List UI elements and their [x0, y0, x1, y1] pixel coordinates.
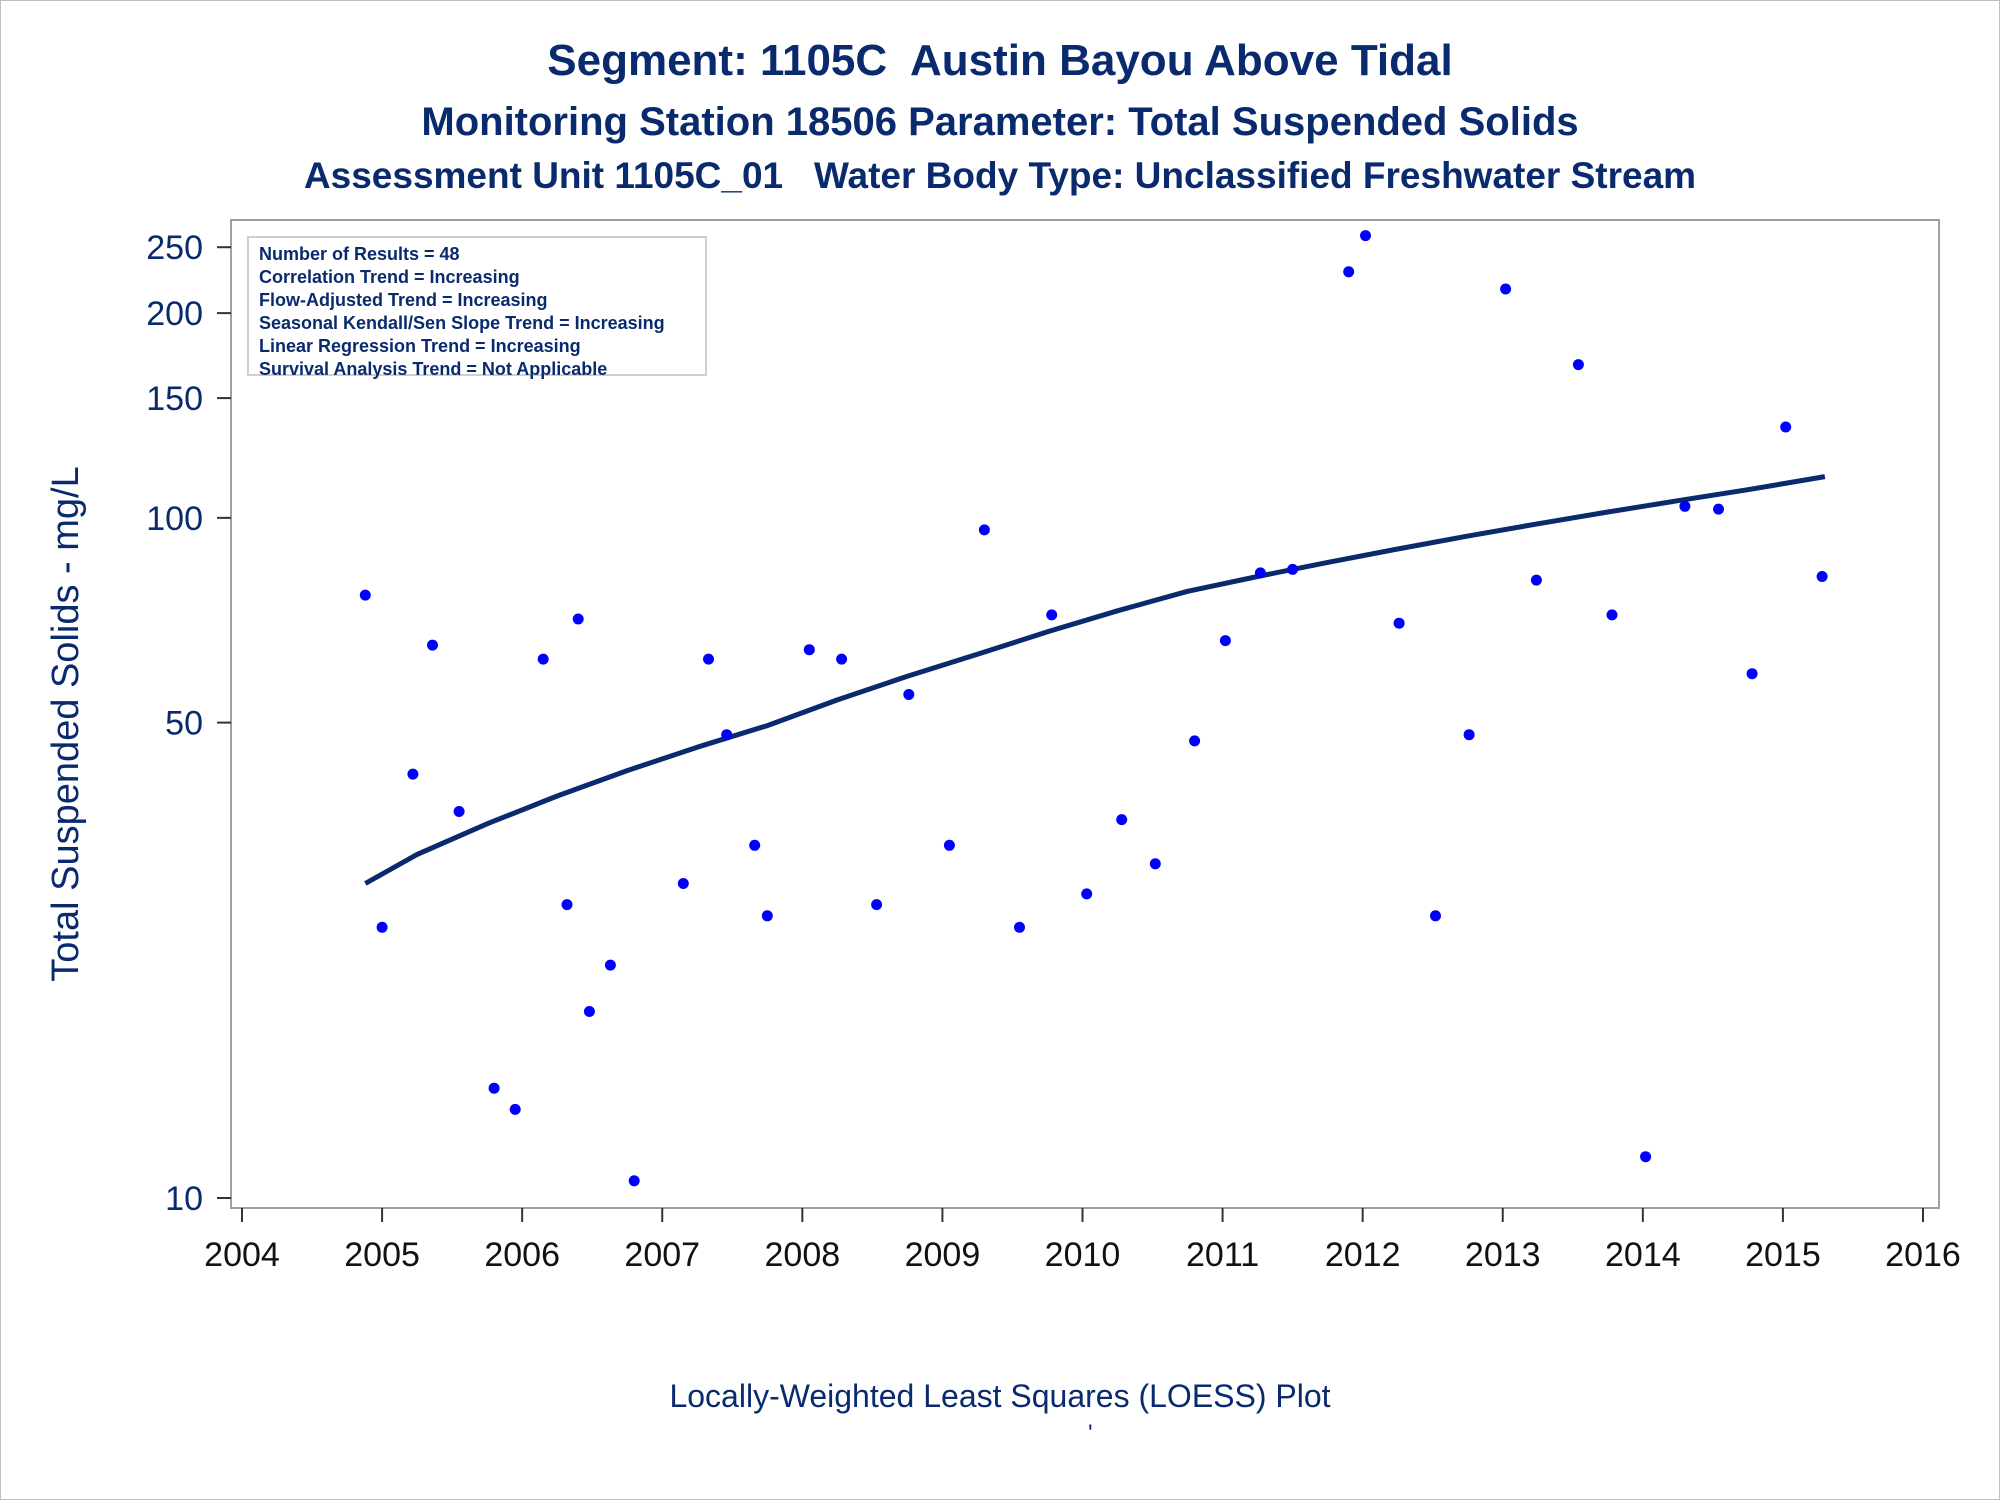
- data-point: [561, 899, 573, 911]
- x-tick-label: 2009: [905, 1236, 981, 1274]
- data-point: [871, 899, 883, 911]
- data-point: [1746, 668, 1758, 680]
- trend-legend-box: Number of Results = 48 Correlation Trend…: [247, 236, 707, 379]
- x-tick-label: 2015: [1745, 1236, 1821, 1274]
- legend-line: Linear Regression Trend = Increasing: [259, 336, 581, 356]
- data-point: [1430, 910, 1441, 922]
- y-tick-label: 50: [165, 705, 203, 743]
- data-point: [1343, 266, 1355, 278]
- loess-line: [364, 474, 1826, 886]
- data-point: [836, 653, 848, 665]
- data-point: [1149, 858, 1161, 870]
- data-point: [761, 910, 773, 922]
- x-tick-label: 2004: [204, 1236, 280, 1274]
- data-point: [1189, 735, 1201, 747]
- chart-title: Segment: 1105C Austin Bayou Above Tidal: [547, 36, 1453, 85]
- data-point: [1287, 563, 1299, 575]
- data-point: [903, 689, 915, 700]
- data-point: [1393, 617, 1405, 629]
- y-tick-label: 200: [146, 295, 203, 333]
- data-point: [1679, 500, 1691, 512]
- data-point: [1816, 571, 1828, 582]
- legend-line: Seasonal Kendall/Sen Slope Trend = Incre…: [259, 313, 665, 333]
- x-tick-label: 2012: [1325, 1236, 1401, 1274]
- data-point: [1780, 421, 1792, 433]
- y-tick-label: 150: [146, 380, 203, 418]
- data-point: [1572, 359, 1584, 371]
- y-axis-label: Total Suspended Solids - mg/L: [45, 466, 87, 981]
- data-point: [628, 1175, 640, 1187]
- chart-subtitle-2: Assessment Unit 1105C_01 Water Body Type…: [303, 155, 1697, 196]
- data-point: [537, 653, 549, 665]
- y-tick-label: 100: [146, 500, 203, 538]
- footnote-mark: ': [1088, 1420, 1093, 1447]
- data-point: [1254, 567, 1266, 579]
- data-point: [376, 921, 388, 933]
- x-tick-label: 2006: [484, 1236, 560, 1274]
- x-tick-label: 2011: [1186, 1236, 1259, 1274]
- data-point: [1500, 283, 1512, 295]
- data-point: [1463, 729, 1475, 741]
- data-point: [943, 839, 955, 851]
- y-tick-label: 250: [146, 229, 203, 267]
- data-point: [721, 729, 733, 741]
- data-point: [572, 613, 584, 625]
- data-point: [677, 878, 689, 889]
- x-tick-label: 2007: [624, 1236, 700, 1274]
- data-point: [359, 589, 371, 601]
- footnote: Locally-Weighted Least Squares (LOESS) P…: [669, 1378, 1331, 1414]
- x-tick-label: 2005: [344, 1236, 420, 1274]
- data-point: [427, 639, 438, 651]
- data-point: [407, 768, 419, 780]
- data-point: [749, 839, 761, 851]
- data-point: [1713, 503, 1724, 515]
- data-point: [509, 1103, 521, 1115]
- legend-line: Correlation Trend = Increasing: [259, 267, 520, 287]
- chart-subtitle: Monitoring Station 18506 Parameter: Tota…: [421, 100, 1579, 144]
- data-point: [583, 1006, 595, 1017]
- data-point: [1606, 609, 1618, 621]
- data-point: [1046, 609, 1058, 621]
- y-tick-label: 10: [165, 1180, 203, 1218]
- data-point: [488, 1082, 500, 1094]
- x-tick-label: 2010: [1045, 1236, 1121, 1274]
- data-point: [1014, 921, 1025, 933]
- x-tick-label: 2016: [1885, 1236, 1961, 1274]
- data-point: [1360, 230, 1371, 242]
- data-point: [604, 959, 616, 971]
- data-point: [1081, 888, 1093, 900]
- x-tick-label: 2014: [1605, 1236, 1681, 1274]
- x-tick-label: 2013: [1465, 1236, 1541, 1274]
- data-point: [1116, 814, 1128, 826]
- legend-line: Flow-Adjusted Trend = Increasing: [259, 290, 548, 310]
- x-tick-label: 2008: [765, 1236, 841, 1274]
- data-point: [703, 653, 714, 665]
- legend-line: Survival Analysis Trend = Not Applicable: [259, 359, 608, 379]
- data-point: [978, 524, 990, 536]
- data-point: [1530, 574, 1542, 586]
- data-point: [1219, 635, 1231, 647]
- plot-area: [230, 219, 1940, 1209]
- data-point: [803, 644, 815, 656]
- data-point: [1640, 1151, 1652, 1163]
- legend-line: Number of Results = 48: [259, 244, 460, 264]
- data-point: [453, 806, 465, 817]
